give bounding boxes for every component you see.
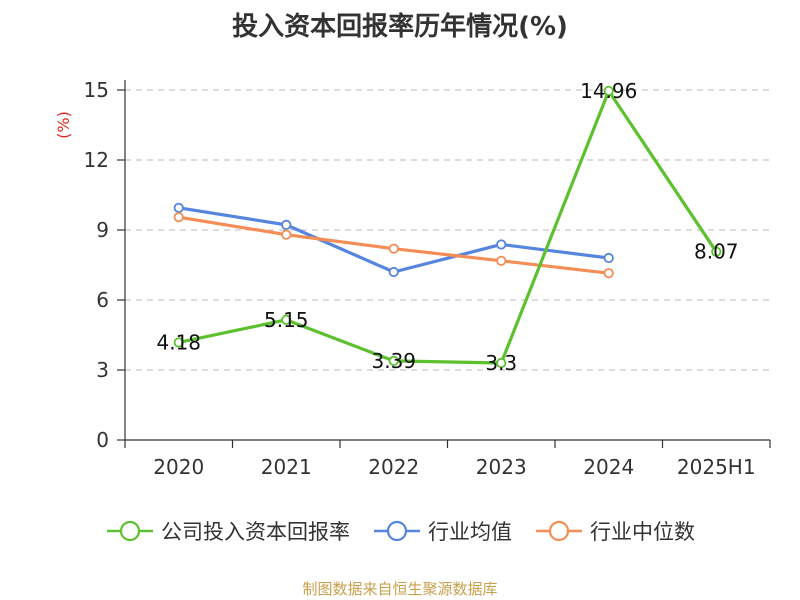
- grid-layer: [125, 89, 770, 371]
- legend-label: 行业均值: [428, 520, 512, 544]
- data-point: [388, 355, 399, 366]
- series-line: [177, 206, 611, 274]
- source-note: 制图数据来自恒生聚源数据库: [302, 580, 498, 598]
- data-point: [388, 243, 399, 254]
- y-axis-title: (%): [54, 111, 73, 139]
- data-point: [496, 239, 507, 250]
- data-point: [496, 255, 507, 266]
- legend: 公司投入资本回报率 行业均值 行业中位数: [0, 516, 800, 546]
- data-label: 14.96: [580, 79, 637, 103]
- data-point: [603, 85, 614, 97]
- data-point: [711, 246, 722, 257]
- y-tick-label: 15: [84, 78, 109, 102]
- x-tick-label: 2025H1: [677, 455, 756, 479]
- y-tick-label: 6: [96, 288, 109, 312]
- x-tick-label: 2020: [153, 455, 204, 479]
- data-label: 3.39: [371, 349, 416, 373]
- x-tick-label: 2021: [261, 455, 312, 479]
- legend-item[interactable]: 行业中位数: [534, 516, 695, 546]
- legend-item[interactable]: 公司投入资本回报率: [105, 516, 350, 546]
- data-point: [281, 219, 292, 230]
- axis-layer: 0 3 6 9 12 15 2020 2021 2022 2023 2024 2025H1: [84, 78, 771, 479]
- data-point: [603, 252, 614, 264]
- legend-label: 公司投入资本回报率: [161, 520, 350, 544]
- legend-swatch: [374, 520, 420, 542]
- data-point: [173, 212, 184, 223]
- data-label: 5.15: [264, 308, 309, 332]
- data-point: [388, 266, 399, 278]
- data-label: 3.3: [485, 351, 517, 375]
- data-point: [496, 357, 507, 369]
- label-layer: 4.18 5.15 3.39 3.3 14.96 8.07: [156, 79, 738, 375]
- chart-title: 投入资本回报率历年情况(%): [232, 12, 568, 42]
- y-tick-label: 12: [84, 148, 109, 172]
- x-tick-label: 2022: [368, 455, 419, 479]
- y-tick-label: 3: [96, 358, 109, 382]
- data-point: [281, 229, 292, 240]
- series-layer: [173, 85, 722, 369]
- legend-swatch: [536, 520, 582, 542]
- series-line: [177, 89, 718, 365]
- x-tick-label: 2024: [583, 455, 634, 479]
- data-label: 8.07: [694, 240, 739, 264]
- data-point: [173, 337, 184, 348]
- y-tick-label: 0: [96, 428, 109, 452]
- data-point: [281, 314, 292, 325]
- legend-label: 行业中位数: [590, 520, 695, 544]
- legend-item[interactable]: 行业均值: [372, 516, 512, 546]
- data-label: 4.18: [156, 330, 201, 354]
- data-point: [173, 202, 184, 213]
- legend-swatch: [107, 520, 153, 542]
- y-tick-label: 9: [96, 218, 109, 242]
- x-tick-label: 2023: [476, 455, 527, 479]
- data-point: [603, 268, 614, 279]
